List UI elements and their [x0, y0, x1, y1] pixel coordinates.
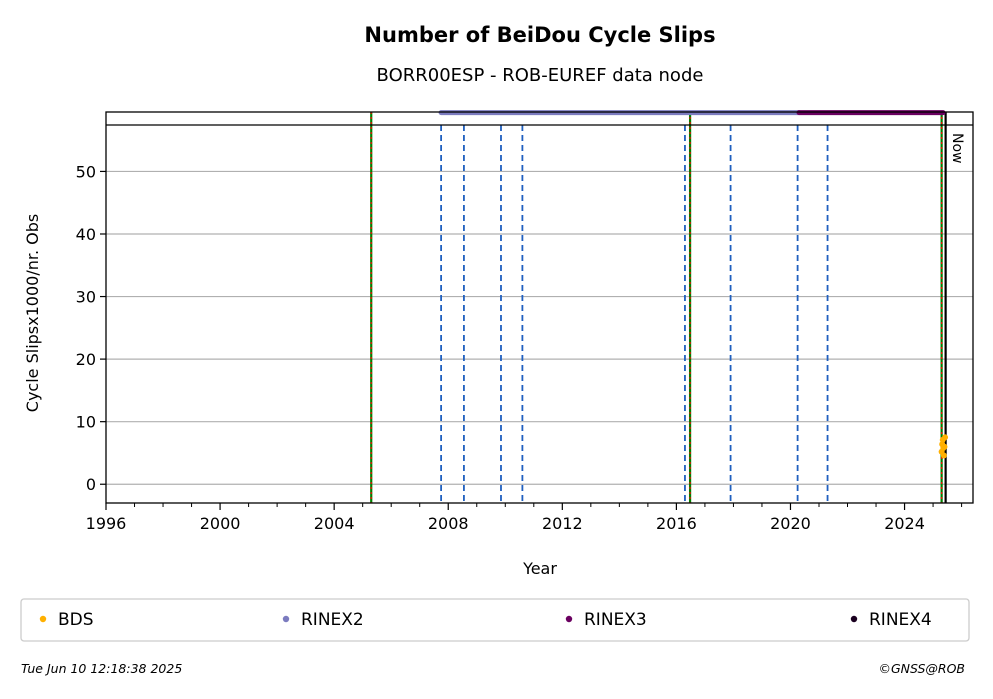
axis-layer: 0 10 20 30 40 50 1996 2000 2004 2008 2012 2016 2020 2… — [76, 162, 963, 533]
x-tick-label: 2020 — [770, 514, 811, 533]
change-lines-layer — [370, 112, 947, 503]
x-axis-label: Year — [522, 559, 557, 578]
footer-copyright: ©GNSS@ROB — [878, 661, 965, 676]
y-tick-label: 20 — [76, 350, 96, 369]
chart-title: Number of BeiDou Cycle Slips — [364, 23, 715, 47]
x-tick-label: 1996 — [86, 514, 127, 533]
legend-marker-rinex2 — [282, 615, 290, 623]
y-axis-label: Cycle Slipsx1000/nr. Obs — [23, 214, 42, 412]
legend-label-bds: BDS — [58, 610, 94, 630]
legend-label-rinex2: RINEX2 — [301, 610, 364, 630]
data-point-bds — [940, 452, 947, 459]
footer-timestamp: Tue Jun 10 12:18:38 2025 — [21, 661, 182, 676]
x-tick-label: 2008 — [428, 514, 469, 533]
legend-marker-bds — [39, 615, 47, 623]
series-layer — [438, 110, 949, 459]
chart-subtitle: BORR00ESP - ROB-EUREF data node — [377, 65, 704, 86]
legend-marker-rinex3 — [565, 615, 573, 623]
legend-label-rinex4: RINEX4 — [869, 610, 932, 630]
y-tick-label: 30 — [76, 288, 96, 307]
legend-box — [20, 598, 970, 642]
grid-layer — [106, 170, 973, 485]
y-tick-label: 10 — [76, 413, 96, 432]
x-tick-label: 2004 — [314, 514, 355, 533]
x-tick-label: 2012 — [542, 514, 583, 533]
x-tick-label: 2000 — [200, 514, 241, 533]
y-tick-label: 40 — [76, 225, 96, 244]
now-label: Now — [949, 133, 965, 164]
plot-frame — [105, 111, 974, 504]
legend-marker-rinex4 — [850, 615, 858, 623]
y-tick-label: 0 — [86, 475, 96, 494]
data-point-bds — [941, 443, 948, 450]
x-tick-label: 2016 — [656, 514, 697, 533]
y-tick-label: 50 — [76, 162, 96, 181]
data-point-bds — [942, 434, 949, 441]
legend-label-rinex3: RINEX3 — [584, 610, 647, 630]
x-tick-label: 2024 — [884, 514, 925, 533]
legend: BDS RINEX2 RINEX3 RINEX4 — [39, 610, 932, 630]
